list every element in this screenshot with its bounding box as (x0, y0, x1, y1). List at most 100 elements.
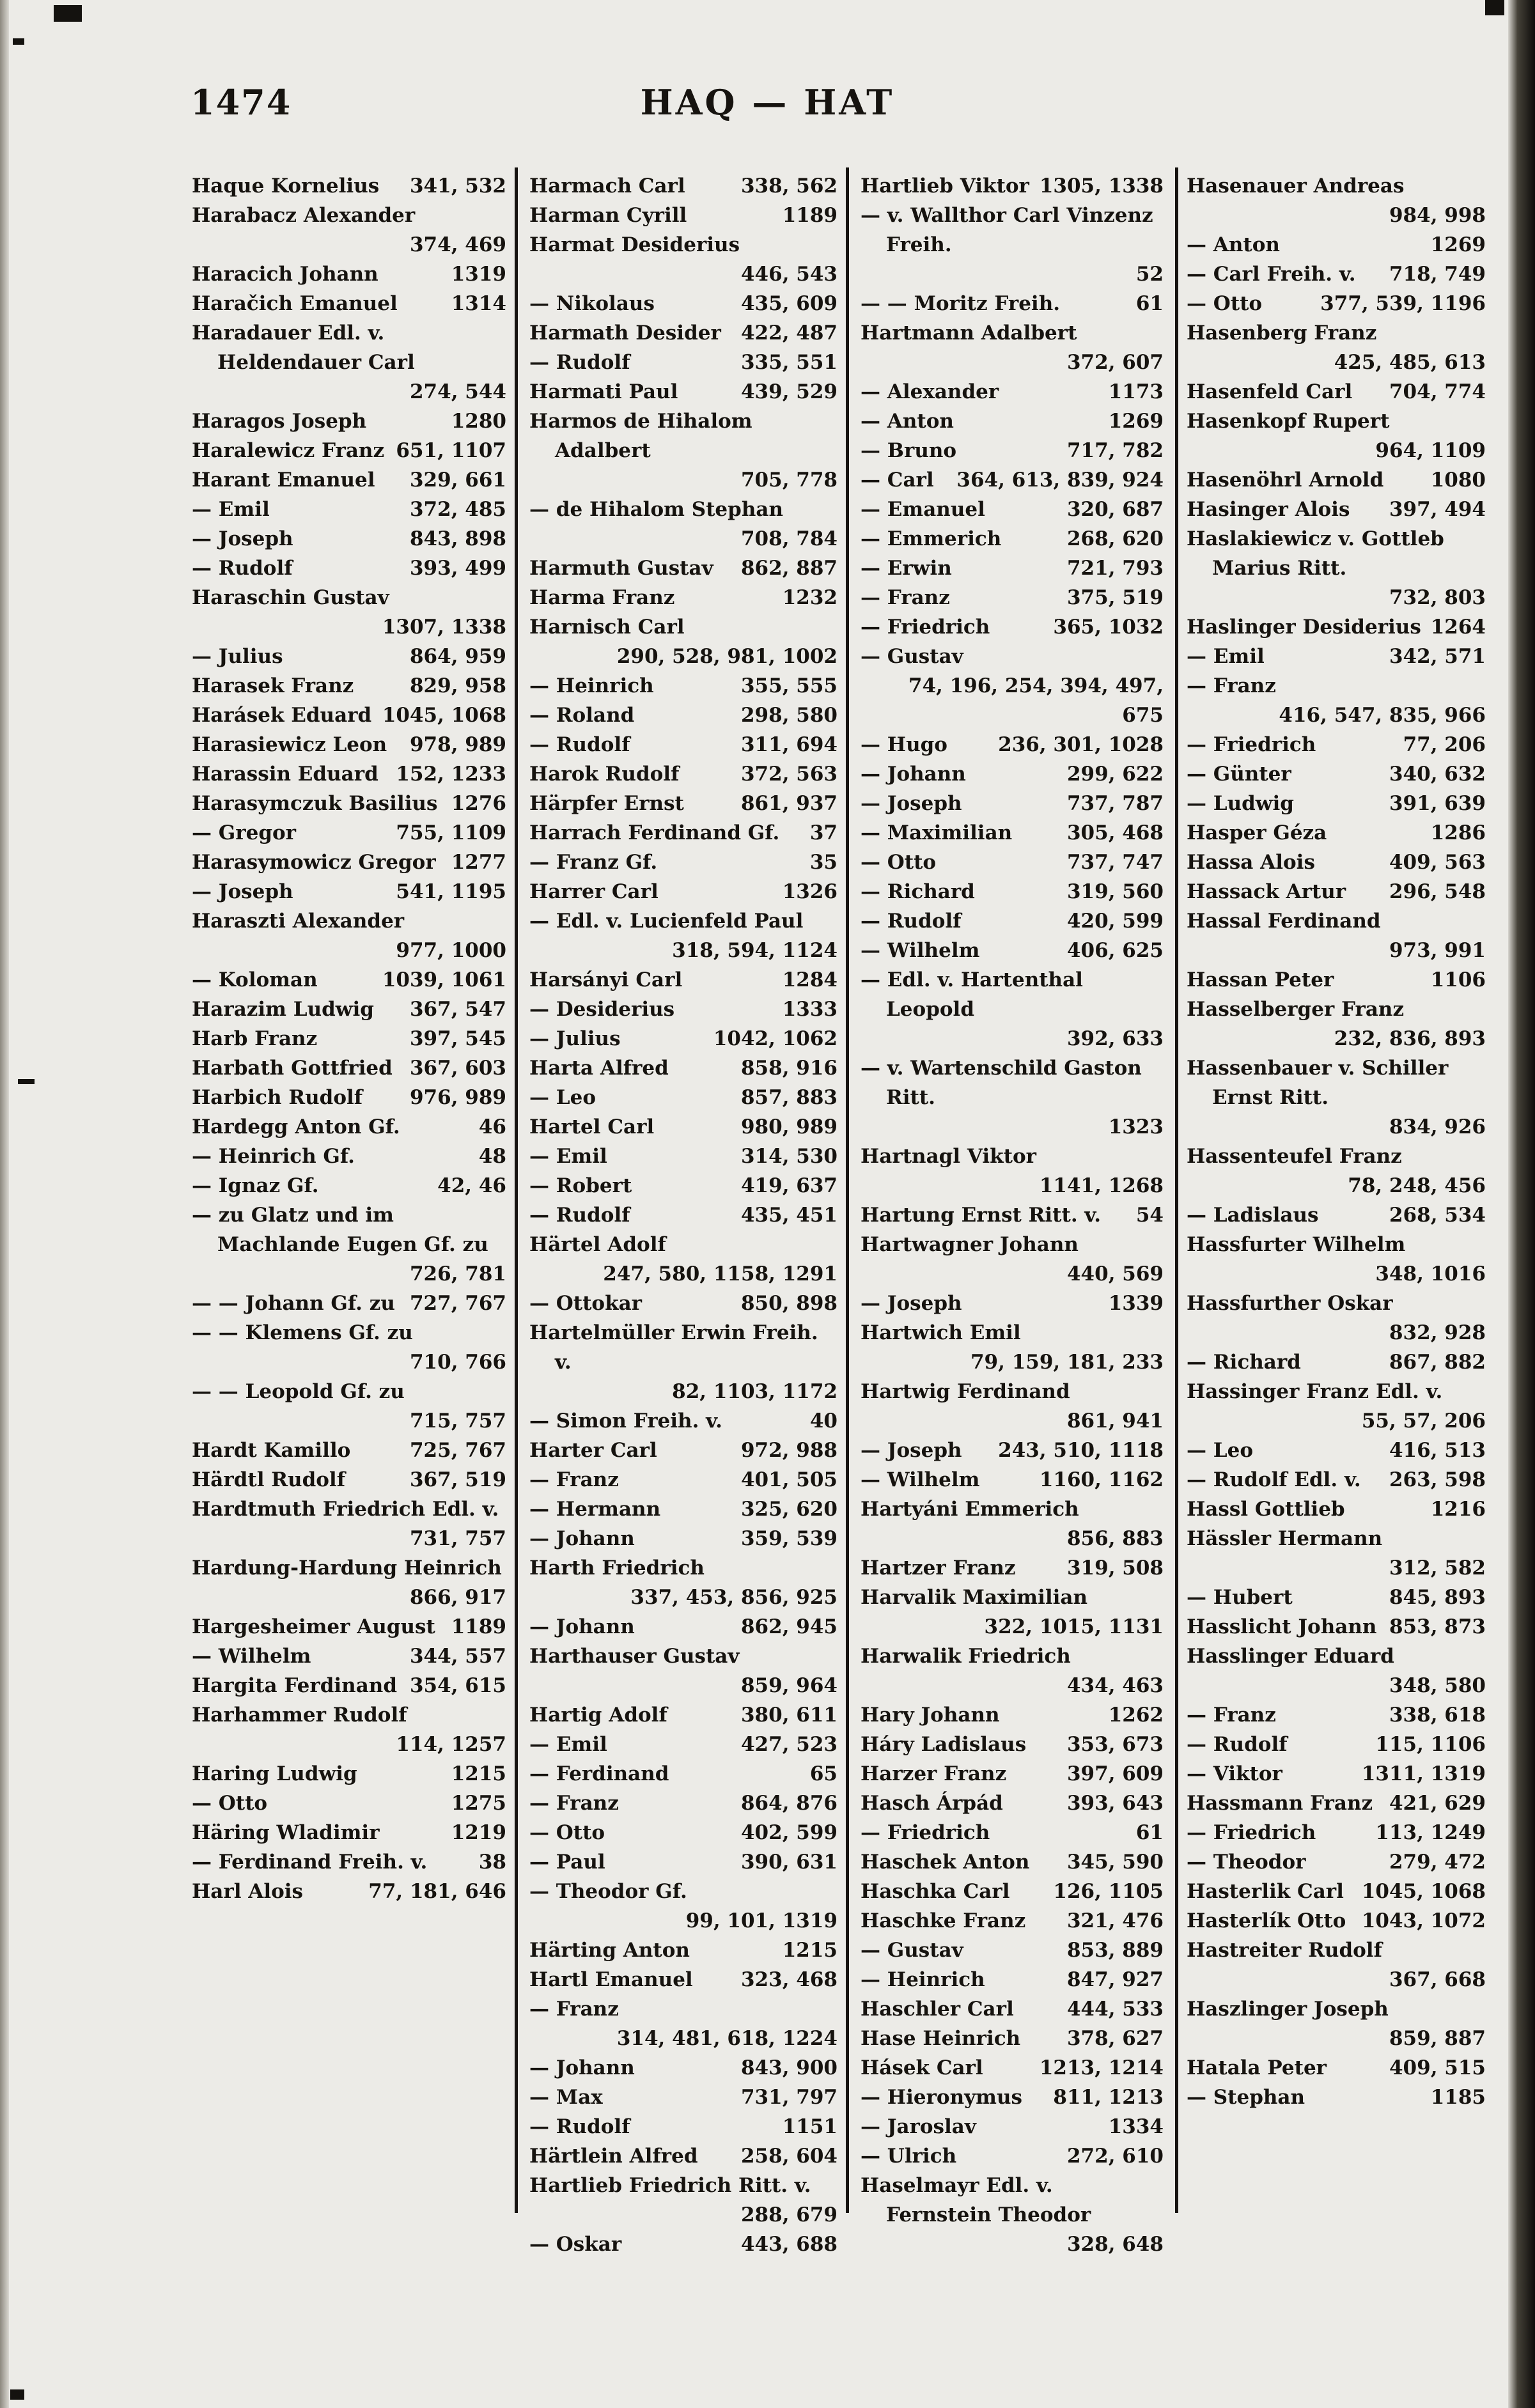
index-entry: — Julius 1042, 1062 (529, 1024, 838, 1053)
index-entry: Harl Alois 77, 181, 646 (192, 1877, 506, 1906)
entry-name: Hassenbauer v. Schiller Ernst Ritt. (1187, 1057, 1449, 1109)
scan-blot (13, 38, 24, 45)
entry-pages: 1141, 1268 (1039, 1174, 1164, 1197)
entry-name: — Simon Freih. v. (529, 1410, 722, 1433)
entry-pages: 319, 560 (1066, 880, 1164, 903)
entry-name: Harb Franz (192, 1027, 318, 1050)
index-entry: — Leo 416, 513 (1187, 1436, 1486, 1465)
index-entry: Hassfurther Oskar 832, 928 (1187, 1289, 1486, 1348)
entry-name: — Ulrich (861, 2145, 957, 2168)
entry-pages: 427, 523 (740, 1733, 838, 1756)
index-entry: — Joseph 243, 510, 1118 (861, 1436, 1164, 1465)
index-entry: — Ulrich 272, 610 (861, 2141, 1164, 2171)
entry-name: Harter Carl (529, 1439, 657, 1462)
entry-pages: 232, 836, 893 (1334, 1027, 1486, 1050)
entry-pages: 977, 1000 (396, 939, 506, 962)
entry-pages: 858, 916 (740, 1057, 838, 1080)
entry-name: Hartyáni Emmerich (861, 1498, 1079, 1521)
entry-name: Haracich Johann (192, 263, 378, 286)
entry-pages: 416, 513 (1389, 1439, 1486, 1462)
entry-name: — Franz (1187, 674, 1276, 697)
index-entry: Harmach Carl 338, 562 (529, 171, 838, 201)
entry-pages: 731, 797 (740, 2086, 838, 2109)
index-entry: — de Hihalom Stephan 708, 784 (529, 495, 838, 554)
entry-name: Haque Kornelius (192, 175, 380, 198)
entry-name: Harsányi Carl (529, 968, 683, 991)
entry-name: — Edl. v. Hartenthal Leopold (861, 968, 1083, 1021)
entry-pages: 321, 476 (1066, 1909, 1164, 1932)
entry-name: Harant Emanuel (192, 469, 375, 492)
entry-pages: 52 (1135, 263, 1164, 286)
entry-pages: 705, 778 (740, 469, 838, 492)
entry-pages: 718, 749 (1389, 263, 1486, 286)
entry-name: — Joseph (861, 1439, 962, 1462)
index-entry: Haraschin Gustav 1307, 1338 (192, 583, 506, 642)
entry-name: — Johann (529, 1527, 635, 1550)
entry-pages: 46 (478, 1115, 506, 1138)
entry-pages: 375, 519 (1066, 586, 1164, 609)
entry-name: — Friedrich (1187, 1821, 1316, 1844)
entry-name: — Maximilian (861, 821, 1013, 844)
entry-name: — Heinrich (529, 674, 654, 697)
entry-pages: 420, 599 (1066, 910, 1164, 933)
entry-name: Hasenfeld Carl (1187, 380, 1353, 403)
index-entry: — Franz 401, 505 (529, 1465, 838, 1495)
index-entry: Hassack Artur 296, 548 (1187, 877, 1486, 906)
index-entry: Harthauser Gustav 859, 964 (529, 1642, 838, 1700)
entry-pages: 322, 1015, 1131 (984, 1615, 1164, 1638)
index-entry: — Joseph 541, 1195 (192, 877, 506, 906)
scan-blot (1485, 0, 1504, 15)
entry-name: — Joseph (192, 527, 293, 550)
entry-pages: 1305, 1338 (1039, 175, 1164, 198)
entry-name: Harmach Carl (529, 175, 685, 198)
index-entry: Härtlein Alfred 258, 604 (529, 2141, 838, 2171)
entry-name: Harok Rudolf (529, 763, 680, 786)
index-entry: Haragos Joseph 1280 (192, 407, 506, 436)
entry-name: — Edl. v. Lucienfeld Paul (529, 910, 804, 933)
page-title: HAQ — HAT (640, 82, 895, 123)
entry-pages: 435, 451 (740, 1204, 838, 1227)
entry-name: Hartnagl Viktor (861, 1145, 1036, 1168)
entry-name: Harazim Ludwig (192, 998, 374, 1021)
entry-name: Hasslicht Johann (1187, 1615, 1377, 1638)
entry-pages: 268, 620 (1066, 527, 1164, 550)
entry-name: Hargita Ferdinand (192, 1674, 398, 1697)
entry-pages: 717, 782 (1066, 439, 1164, 462)
index-entry: Hary Johann 1262 (861, 1700, 1164, 1730)
entry-pages: 364, 613, 839, 924 (956, 469, 1164, 492)
index-entry: Hardegg Anton Gf. 46 (192, 1112, 506, 1142)
entry-pages: 340, 632 (1389, 763, 1486, 786)
entry-name: Haradauer Edl. v. Heldendauer Carl (192, 322, 415, 374)
entry-pages: 296, 548 (1389, 880, 1486, 903)
entry-name: Hargesheimer August (192, 1615, 435, 1638)
index-entry: — Rudolf 420, 599 (861, 906, 1164, 936)
entry-pages: 37 (809, 821, 838, 844)
index-entry: Harma Franz 1232 (529, 583, 838, 612)
entry-pages: 82, 1103, 1172 (672, 1380, 838, 1403)
index-entry: Harmuth Gustav 862, 887 (529, 554, 838, 583)
index-entry: — Ottokar 850, 898 (529, 1289, 838, 1318)
index-entry: — Carl 364, 613, 839, 924 (861, 465, 1164, 495)
index-entry: — Rudolf 311, 694 (529, 730, 838, 759)
entry-pages: 715, 757 (409, 1410, 506, 1433)
entry-pages: 338, 562 (740, 175, 838, 198)
entry-pages: 342, 571 (1389, 645, 1486, 668)
entry-name: — Carl Freih. v. (1187, 263, 1356, 286)
entry-name: Hässler Hermann (1187, 1527, 1383, 1550)
entry-pages: 1173 (1108, 380, 1164, 403)
entry-pages: 1276 (451, 792, 506, 815)
entry-name: Hasch Árpád (861, 1792, 1003, 1815)
entry-pages: 247, 580, 1158, 1291 (603, 1262, 838, 1286)
index-entry: Haralewicz Franz 651, 1107 (192, 436, 506, 465)
entry-name: — Theodor Gf. (529, 1880, 687, 1903)
entry-pages: 1151 (782, 2115, 838, 2138)
entry-name: Harasymowicz Gregor (192, 851, 436, 874)
entry-pages: 446, 543 (740, 263, 838, 286)
index-entry: — Ferdinand Freih. v. 38 (192, 1847, 506, 1877)
entry-name: Haraszti Alexander (192, 910, 405, 933)
entry-name: — Rudolf (529, 2115, 630, 2138)
entry-name: Harvalik Maximilian (861, 1586, 1088, 1609)
entry-pages: 864, 959 (409, 645, 506, 668)
index-entry: — Rudolf 335, 551 (529, 348, 838, 377)
entry-name: — Rudolf (861, 910, 962, 933)
